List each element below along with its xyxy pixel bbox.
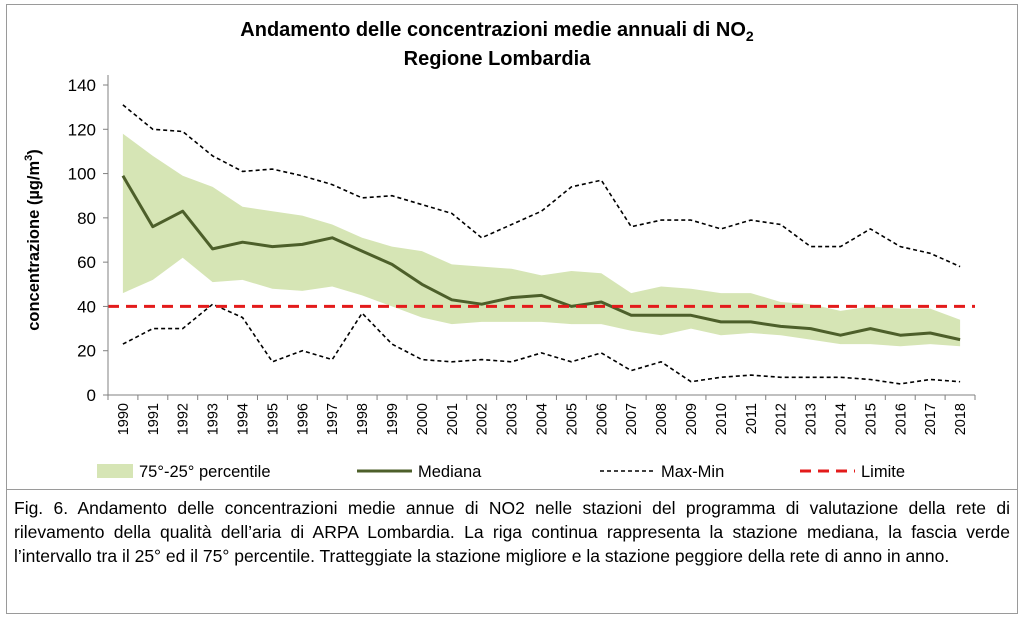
series-mediana [121,175,961,342]
y-tick-label: 60 [77,253,96,272]
y-axis-label-suffix: ) [25,149,43,155]
x-tick-label: 2008 [654,403,670,435]
figure-caption: Fig. 6. Andamento delle concentrazioni m… [14,498,1010,566]
series-min [122,303,961,385]
legend-label: Max-Min [661,463,724,481]
x-tick-label: 2017 [923,403,939,435]
x-tick-label: 1994 [236,403,252,435]
y-tick-label: 120 [68,120,96,139]
percentile-band [122,133,961,347]
x-tick-label: 1996 [295,403,311,435]
x-tick-label: 2006 [594,403,610,435]
y-axis-label: concentrazione (µg/m3) [23,149,43,331]
chart-title-subscript: 2 [746,28,754,44]
y-tick-label: 0 [87,386,96,405]
x-tick-label: 1998 [355,403,371,435]
x-tick-label: 2009 [684,403,700,435]
x-tick-label: 2004 [535,403,551,435]
no2-chart: Andamento delle concentrazioni medie ann… [23,19,976,481]
y-tick-label: 80 [77,209,96,228]
x-tick-label: 2016 [893,403,909,435]
x-tick-label: 1991 [146,403,162,435]
legend-item-limite: Limite [800,463,905,481]
x-tick-label: 1999 [385,403,401,435]
caption-frame [6,490,1018,614]
plot-area [108,104,975,385]
chart-title: Andamento delle concentrazioni medie ann… [240,19,754,44]
legend: 75°-25° percentile Mediana Max-Min Limite [97,463,905,481]
x-tick-label: 2007 [624,403,640,435]
legend-label: 75°-25° percentile [139,463,271,481]
x-tick-label: 2002 [475,403,491,435]
x-tick-label: 1995 [265,403,281,435]
y-tick-label: 20 [77,342,96,361]
axes: 0 20 40 60 80 100 120 140 1990 1991 1992 1993 1994 19… [68,75,976,435]
legend-item-75-25-percentile: 75°-25° percentile [97,463,271,481]
chart-subtitle: Regione Lombardia [404,48,592,70]
x-tick-label: 1992 [176,403,192,435]
legend-label: Limite [861,463,905,481]
x-tick-label: 2014 [834,403,850,435]
x-tick-label: 2010 [714,403,730,435]
x-tick-label: 1997 [325,403,341,435]
x-tick-label: 2011 [744,403,760,434]
y-axis-label-superscript: 3 [23,155,35,161]
x-tick-label: 2000 [415,403,431,435]
x-tick-label: 1993 [206,403,222,435]
x-tick-label: 2001 [445,403,461,435]
legend-item-mediana: Mediana [357,463,482,481]
x-tick-label: 2005 [564,403,580,435]
x-tick-label: 2013 [804,403,820,435]
y-tick-label: 140 [68,76,96,95]
y-tick-label: 40 [77,297,96,316]
series-max [122,104,961,268]
x-tick-label: 2003 [505,403,521,435]
y-tick-label: 100 [68,165,96,184]
legend-label: Mediana [418,463,482,481]
legend-swatch-band [97,464,133,478]
x-tick-label: 2012 [774,403,790,435]
x-tick-label: 2018 [953,403,969,435]
chart-frame [6,4,1018,490]
legend-item-max-min: Max-Min [600,463,724,481]
x-tick-label: 2015 [863,403,879,435]
x-tick-label: 1990 [116,403,132,435]
